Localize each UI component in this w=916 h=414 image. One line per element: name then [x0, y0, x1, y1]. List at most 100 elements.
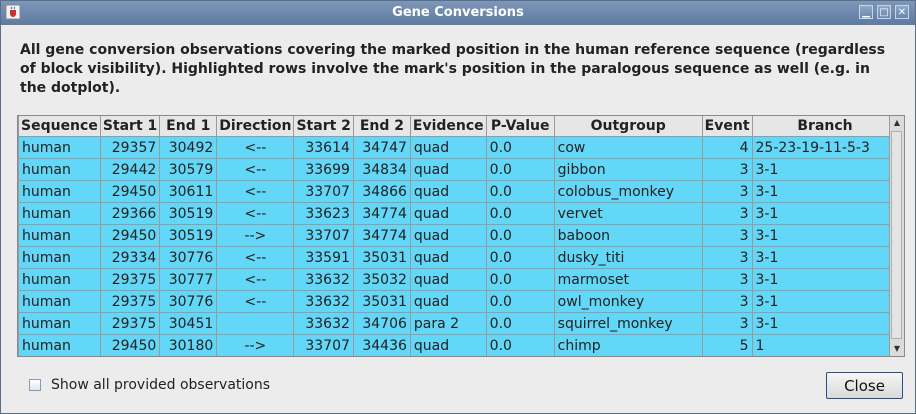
description-text: All gene conversion observations coverin… [20, 42, 886, 96]
col-branch-cell: 3-1 [751, 202, 899, 225]
vertical-scrollbar[interactable]: ▲ ▼ [889, 116, 904, 356]
col-sequence-cell: human [18, 246, 101, 269]
col-direction-cell: <-- [216, 290, 295, 313]
col-branch-cell: 3-1 [751, 290, 899, 313]
col-event-cell: 3 [701, 180, 753, 203]
col-outgroup-cell: cow [553, 136, 703, 159]
col-sequence-cell: human [18, 158, 101, 181]
col-end-1-cell: 30776 [159, 290, 218, 313]
scroll-up-icon[interactable]: ▲ [893, 118, 901, 127]
col-outgroup-cell: chimp [553, 334, 703, 356]
col-direction-cell: --> [216, 334, 295, 356]
col-event-cell: 3 [701, 312, 753, 335]
close-icon[interactable]: ✕ [895, 5, 909, 19]
show-all-label: Show all provided observations [51, 377, 271, 393]
col-p-value-cell: 0.0 [485, 312, 555, 335]
col-branch-header[interactable]: Branch [751, 116, 899, 137]
show-all-checkbox[interactable] [29, 379, 41, 391]
col-start-2-header[interactable]: Start 2 [293, 116, 354, 137]
col-sequence-cell: human [18, 334, 101, 356]
col-p-value-header[interactable]: P-Value [485, 116, 555, 137]
col-end-1-cell: 30611 [159, 180, 218, 203]
minimize-icon[interactable]: ▁ [859, 5, 873, 19]
observations-table-container[interactable]: Sequence Start 1 End 1 Direction Start 2 End … [17, 115, 905, 357]
col-start-1-cell: 29450 [99, 180, 161, 203]
table-row[interactable]: human 29450 30180 --> 33707 34436 quad 0.0 chimp… [18, 334, 899, 356]
col-end-2-cell: 35032 [352, 268, 411, 291]
col-event-header[interactable]: Event [701, 116, 753, 137]
col-direction-cell: <-- [216, 158, 295, 181]
col-start-1-cell: 29442 [99, 158, 161, 181]
col-start-2-cell: 33632 [293, 312, 354, 335]
maximize-icon[interactable]: □ [877, 5, 891, 19]
col-branch-cell: 3-1 [751, 158, 899, 181]
col-end-2-cell: 34834 [352, 158, 411, 181]
col-evidence-cell: quad [409, 268, 487, 291]
col-end-2-cell: 35031 [352, 290, 411, 313]
table-row[interactable]: human 29375 30776 <-- 33632 35031 quad 0.0 owl_m… [18, 290, 899, 313]
col-end-2-cell: 34436 [352, 334, 411, 356]
table-row[interactable]: human 29334 30776 <-- 33591 35031 quad 0.0 dusky… [18, 246, 899, 269]
col-end-1-cell: 30579 [159, 158, 218, 181]
col-start-2-cell: 33591 [293, 246, 354, 269]
col-direction-header[interactable]: Direction [216, 116, 295, 137]
scrollbar-thumb[interactable] [891, 131, 902, 339]
col-event-cell: 3 [701, 158, 753, 181]
col-start-2-cell: 33699 [293, 158, 354, 181]
col-evidence-cell: quad [409, 334, 487, 356]
col-outgroup-cell: squirrel_monkey [553, 312, 703, 335]
table-row[interactable]: human 29366 30519 <-- 33623 34774 quad 0.0 verve… [18, 202, 899, 225]
col-event-cell: 3 [701, 268, 753, 291]
show-all-observations-option[interactable]: Show all provided observations [29, 377, 270, 393]
col-direction-cell: <-- [216, 202, 295, 225]
col-outgroup-cell: dusky_titi [553, 246, 703, 269]
col-sequence-header[interactable]: Sequence [18, 116, 101, 137]
scroll-down-icon[interactable]: ▼ [893, 344, 901, 353]
col-sequence-cell: human [18, 290, 101, 313]
col-outgroup-cell: owl_monkey [553, 290, 703, 313]
col-branch-cell: 3-1 [751, 268, 899, 291]
table-row[interactable]: human 29450 30519 --> 33707 34774 quad 0.0 baboo… [18, 224, 899, 247]
col-p-value-cell: 0.0 [485, 136, 555, 159]
table-row[interactable]: human 29375 30451 33632 34706 para 2 0.0 squirr… [18, 312, 899, 335]
table-row[interactable]: human 29442 30579 <-- 33699 34834 quad 0.0 gibbo… [18, 158, 899, 181]
col-start-1-cell: 29375 [99, 312, 161, 335]
table-row[interactable]: human 29375 30777 <-- 33632 35032 quad 0.0 marmo… [18, 268, 899, 291]
col-end-2-cell: 35031 [352, 246, 411, 269]
col-direction-cell: <-- [216, 180, 295, 203]
col-end-2-cell: 34866 [352, 180, 411, 203]
col-end-1-cell: 30519 [159, 224, 218, 247]
col-end-1-cell: 30777 [159, 268, 218, 291]
table-row[interactable]: human 29357 30492 <-- 33614 34747 quad 0.0 cow 4 2… [18, 136, 899, 159]
col-end-1-header[interactable]: End 1 [159, 116, 218, 137]
col-outgroup-cell: baboon [553, 224, 703, 247]
col-start-1-cell: 29450 [99, 224, 161, 247]
col-start-1-cell: 29375 [99, 268, 161, 291]
col-end-1-cell: 30519 [159, 202, 218, 225]
col-p-value-cell: 0.0 [485, 246, 555, 269]
col-p-value-cell: 0.0 [485, 224, 555, 247]
col-start-1-header[interactable]: Start 1 [99, 116, 161, 137]
observations-table: Sequence Start 1 End 1 Direction Start 2 End … [18, 116, 899, 356]
col-p-value-cell: 0.0 [485, 202, 555, 225]
col-start-1-cell: 29334 [99, 246, 161, 269]
col-branch-cell: 3-1 [751, 180, 899, 203]
col-event-cell: 3 [701, 202, 753, 225]
col-p-value-cell: 0.0 [485, 158, 555, 181]
table-row[interactable]: human 29450 30611 <-- 33707 34866 quad 0.0 colob… [18, 180, 899, 203]
col-end-2-header[interactable]: End 2 [352, 116, 411, 137]
col-branch-cell: 3-1 [751, 224, 899, 247]
col-sequence-cell: human [18, 268, 101, 291]
close-button[interactable]: Close [826, 372, 903, 399]
table-header-row: Sequence Start 1 End 1 Direction Start 2 End … [18, 116, 899, 137]
window-title: Gene Conversions [392, 5, 524, 20]
title-bar[interactable]: Gene Conversions ▁ □ ✕ [1, 1, 915, 25]
col-outgroup-header[interactable]: Outgroup [553, 116, 703, 137]
col-p-value-cell: 0.0 [485, 290, 555, 313]
col-evidence-cell: quad [409, 180, 487, 203]
col-start-2-cell: 33707 [293, 224, 354, 247]
col-evidence-header[interactable]: Evidence [409, 116, 487, 137]
col-p-value-cell: 0.0 [485, 268, 555, 291]
col-p-value-cell: 0.0 [485, 180, 555, 203]
